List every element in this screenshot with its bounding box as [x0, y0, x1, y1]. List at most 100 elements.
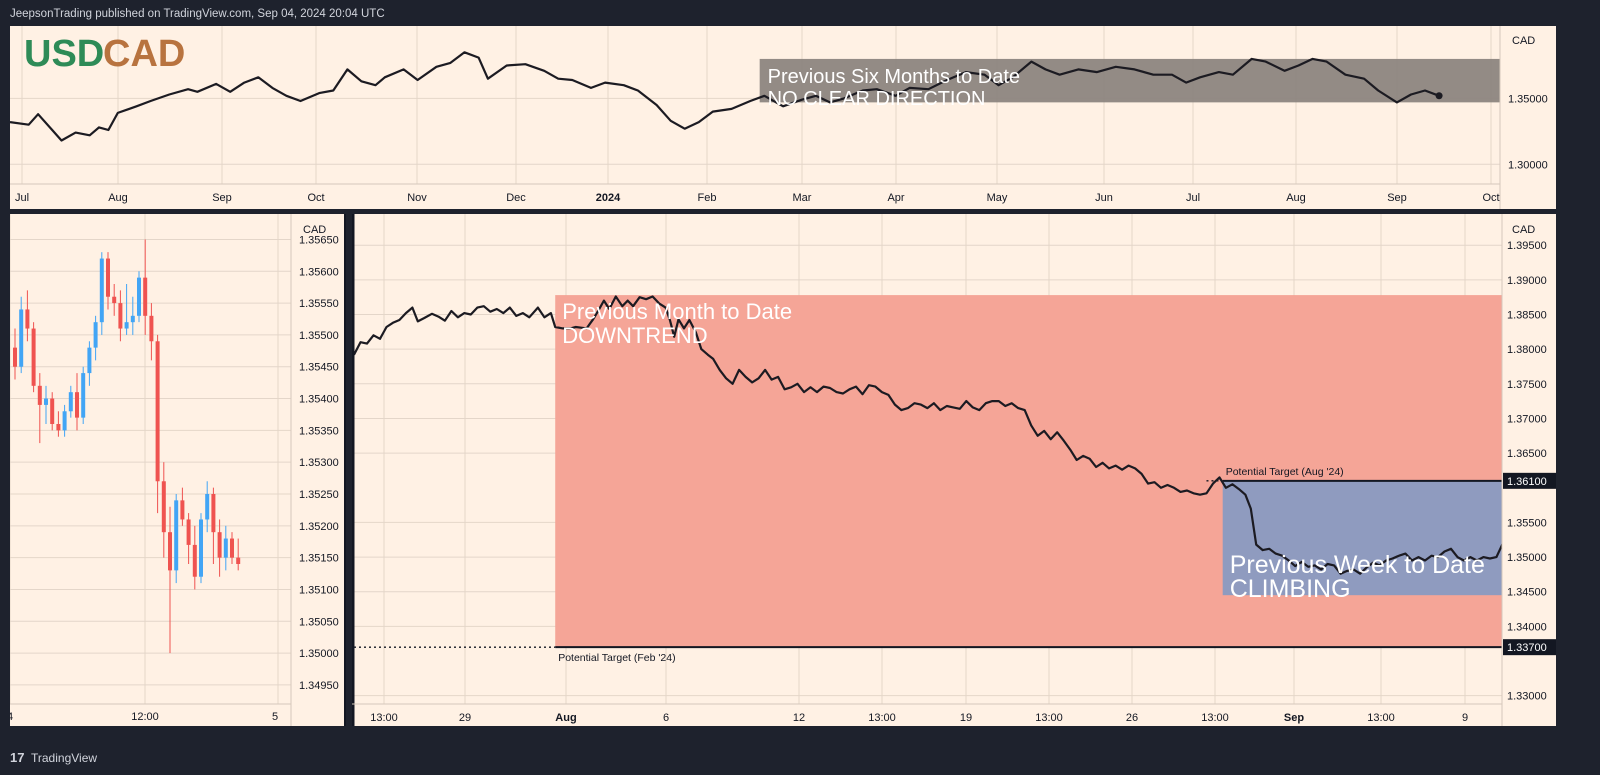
candle-y-tick-label: 1.35650: [299, 234, 339, 246]
main-x-tick-label: 19: [960, 712, 972, 724]
main-x-tick-label: 6: [663, 712, 669, 724]
price-tag-bg: [1503, 472, 1556, 489]
candle-body-up: [137, 277, 141, 316]
week-label-line2: CLIMBING: [1230, 575, 1351, 603]
candle-body-up: [130, 315, 135, 323]
candle-body-down: [192, 544, 197, 577]
top-x-tick-label: May: [987, 192, 1008, 204]
top-currency-label: CAD: [1512, 35, 1535, 47]
main-x-tick-label: Sep: [1284, 712, 1304, 724]
top-y-tick-label: 1.30000: [1508, 159, 1548, 171]
main-x-tick-label: Aug: [555, 712, 576, 724]
main-y-tick-label: 1.39000: [1507, 275, 1547, 287]
top-y-tick-label: 1.35000: [1508, 93, 1548, 105]
candle-body-down: [236, 557, 241, 564]
top-x-tick-label: Aug: [108, 192, 128, 204]
candle-y-tick-label: 1.35550: [299, 298, 339, 310]
candle-x-tick-label: 12:00: [131, 711, 159, 723]
top-x-tick-label: Sep: [212, 192, 232, 204]
main-x-tick-label: 13:00: [1367, 712, 1395, 724]
candle-body-down: [75, 392, 79, 418]
candle-body-down: [180, 500, 185, 520]
six-month-label-line2: NO CLEAR DIRECTION: [768, 88, 986, 110]
candle-x-tick-label: 4: [10, 711, 13, 723]
target-feb-label: Potential Target (Feb '24): [558, 652, 675, 664]
month-label-line1: Previous Month to Date: [562, 299, 792, 324]
candle-body-down: [56, 424, 61, 431]
top-x-tick-label: Dec: [506, 192, 526, 204]
main-x-tick-label: 29: [459, 712, 471, 724]
footer-bar: 17 TradingView: [0, 743, 1600, 775]
top-x-tick-label: Jun: [1095, 192, 1113, 204]
candle-body-down: [155, 341, 160, 482]
main-x-tick-label: 13:00: [1201, 712, 1229, 724]
candle-x-tick-label: 5: [272, 711, 278, 723]
candle-body-down: [13, 347, 17, 367]
pair-title-usd: USD: [24, 33, 104, 75]
candle-y-tick-label: 1.35450: [299, 362, 339, 374]
candle-body-up: [87, 347, 92, 374]
top-price-axis-bg: [1500, 26, 1556, 209]
top-x-tick-label: Jul: [15, 192, 29, 204]
week-climbing-box: [1222, 480, 1502, 596]
top-x-tick-label: Aug: [1286, 192, 1306, 204]
candle-body-up: [19, 309, 24, 367]
main-y-tick-label: 1.34000: [1507, 621, 1547, 633]
candle-chart-panel[interactable]: CAD 1.35650 1.35600 1.35550 1.35500 1.35450 1.…: [10, 214, 346, 726]
candle-price-axis-bg: [291, 214, 346, 726]
candle-body-up: [93, 322, 98, 348]
tradingview-logo-icon[interactable]: 17: [10, 750, 28, 765]
candle-y-tick-label: 1.35600: [299, 266, 339, 278]
candle-y-tick-label: 1.35250: [299, 489, 339, 501]
candle-body-down: [161, 481, 166, 533]
top-x-tick-label: Feb: [698, 192, 717, 204]
pair-title-cad: CAD: [103, 33, 185, 75]
candle-y-tick-label: 1.35350: [299, 425, 339, 437]
candle-body-up: [223, 538, 228, 558]
main-y-tick-label: 1.35000: [1507, 552, 1547, 564]
main-x-tick-label: 26: [1126, 712, 1138, 724]
candle-body-down: [211, 494, 216, 533]
candle-currency-label: CAD: [303, 224, 326, 236]
candle-body-down: [31, 328, 36, 386]
main-x-tick-label: 13:00: [1035, 712, 1063, 724]
top-x-tick-label: Oct: [1482, 192, 1499, 204]
main-chart-panel[interactable]: Potential Target (Aug '24) Potential Targ…: [352, 214, 1556, 726]
candle-body-up: [124, 322, 129, 329]
six-month-label-line1: Previous Six Months to Date: [768, 66, 1020, 88]
top-chart-panel[interactable]: Previous Six Months to Date NO CLEAR DIRE…: [10, 26, 1556, 209]
top-x-tick-label: Mar: [793, 192, 812, 204]
candle-y-tick-label: 1.35200: [299, 521, 339, 533]
tradingview-brand-text[interactable]: TradingView: [31, 751, 98, 765]
candle-body-up: [62, 411, 67, 431]
main-y-tick-label: 1.37500: [1507, 379, 1547, 391]
candle-body-down: [112, 296, 117, 304]
top-x-tick-label: Nov: [407, 192, 427, 204]
publish-info-text: JeepsonTrading published on TradingView.…: [10, 8, 385, 20]
candle-body-down: [168, 532, 172, 571]
top-x-tick-label: Apr: [887, 192, 904, 204]
candle-body-up: [205, 494, 210, 520]
main-x-tick-label: 9: [1462, 712, 1468, 724]
top-price-line: [10, 51, 1440, 142]
candle-body-up: [174, 500, 179, 571]
candle-body-down: [143, 277, 148, 316]
main-y-tick-label: 1.36500: [1507, 448, 1547, 460]
candle-body-down: [217, 532, 222, 558]
main-chart-svg[interactable]: Potential Target (Aug '24) Potential Targ…: [352, 214, 1556, 726]
main-y-tick-label: 1.39500: [1507, 240, 1547, 252]
candle-y-tick-label: 1.35400: [299, 394, 339, 406]
main-price-line: [353, 295, 1545, 575]
price-tag-text: 1.36100: [1507, 476, 1547, 488]
candle-y-tick-label: 1.35150: [299, 553, 339, 565]
candle-body-up: [81, 373, 86, 418]
candle-body-down: [50, 398, 55, 424]
candle-y-tick-label: 1.34950: [299, 680, 339, 692]
candle-y-tick-label: 1.35500: [299, 330, 339, 342]
price-tag-text: 1.33700: [1507, 642, 1547, 654]
candle-body-up: [44, 398, 48, 405]
candle-body-down: [149, 315, 154, 342]
candle-y-tick-label: 1.35100: [299, 584, 339, 596]
